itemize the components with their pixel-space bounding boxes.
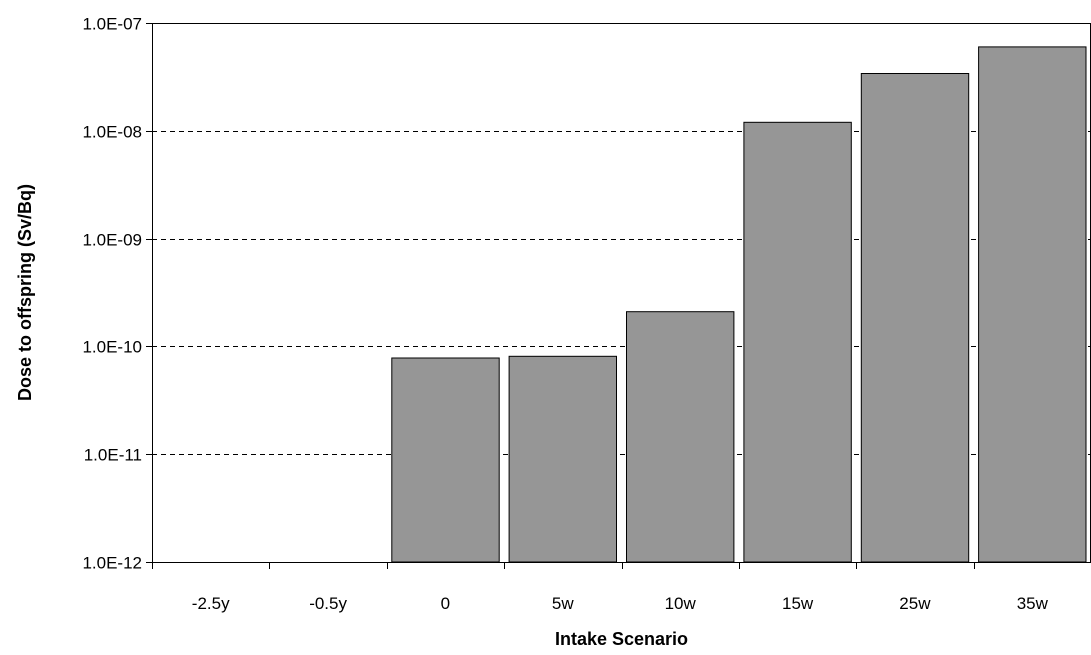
x-tick-label: 10w	[665, 594, 697, 613]
x-tick-label: 5w	[552, 594, 574, 613]
y-tick-label: 1.0E-12	[82, 554, 142, 573]
x-tick-label: 15w	[782, 594, 814, 613]
y-tick-label: 1.0E-11	[84, 446, 142, 465]
bar-0	[391, 357, 500, 563]
bar-5w	[508, 355, 618, 563]
x-tick-label: 35w	[1017, 594, 1049, 613]
bar-35w	[978, 46, 1087, 563]
x-tick-label: -0.5y	[309, 594, 347, 613]
y-tick-labels: 1.0E-12 1.0E-11 1.0E-10 1.0E-09 1.0E-08 1.0E-…	[82, 15, 142, 573]
y-tick-label: 1.0E-08	[82, 123, 142, 142]
bar-10w	[626, 311, 735, 563]
gridlines	[152, 131, 1091, 455]
bar-15w	[743, 121, 852, 563]
y-tick-label: 1.0E-09	[82, 231, 142, 250]
x-axis-title: Intake Scenario	[555, 629, 688, 649]
bar-25w	[860, 73, 970, 563]
x-tick-labels: -2.5y -0.5y 0 5w 10w 15w 25w 35w	[192, 594, 1049, 613]
y-tick-label: 1.0E-10	[82, 338, 142, 357]
y-tick-label: 1.0E-07	[82, 15, 142, 34]
bars	[391, 46, 1087, 563]
y-axis-title: Dose to offspring (Sv/Bq)	[15, 184, 35, 401]
x-tick-label: -2.5y	[192, 594, 230, 613]
x-tick-label: 25w	[899, 594, 931, 613]
x-tick-label: 0	[441, 594, 450, 613]
